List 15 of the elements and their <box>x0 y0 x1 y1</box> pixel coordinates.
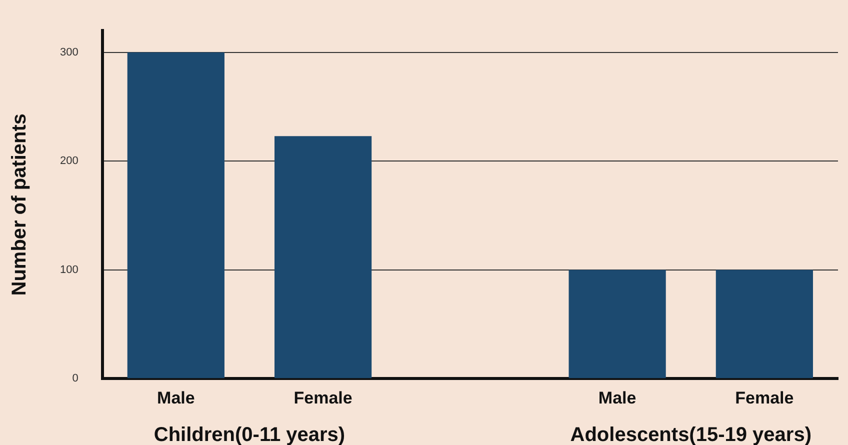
bar <box>274 136 372 378</box>
text: Adolescents(15-19 years) <box>570 424 812 445</box>
x-tick-label: Female <box>735 388 794 408</box>
y-tick-label: 200 <box>60 155 78 168</box>
y-tick-label: 300 <box>60 46 78 58</box>
y-axis-title: Number of patients <box>8 113 31 296</box>
bar <box>568 270 666 378</box>
y-tick-label: 100 <box>60 264 78 276</box>
bar <box>127 52 224 378</box>
text: Children(0-11 years) <box>154 424 346 445</box>
y-tick-label: 0 <box>72 372 78 385</box>
x-tick-label: Male <box>157 388 195 408</box>
x-tick-label: Male <box>598 388 636 408</box>
bar <box>716 270 813 378</box>
x-tick-label: Female <box>294 388 352 408</box>
